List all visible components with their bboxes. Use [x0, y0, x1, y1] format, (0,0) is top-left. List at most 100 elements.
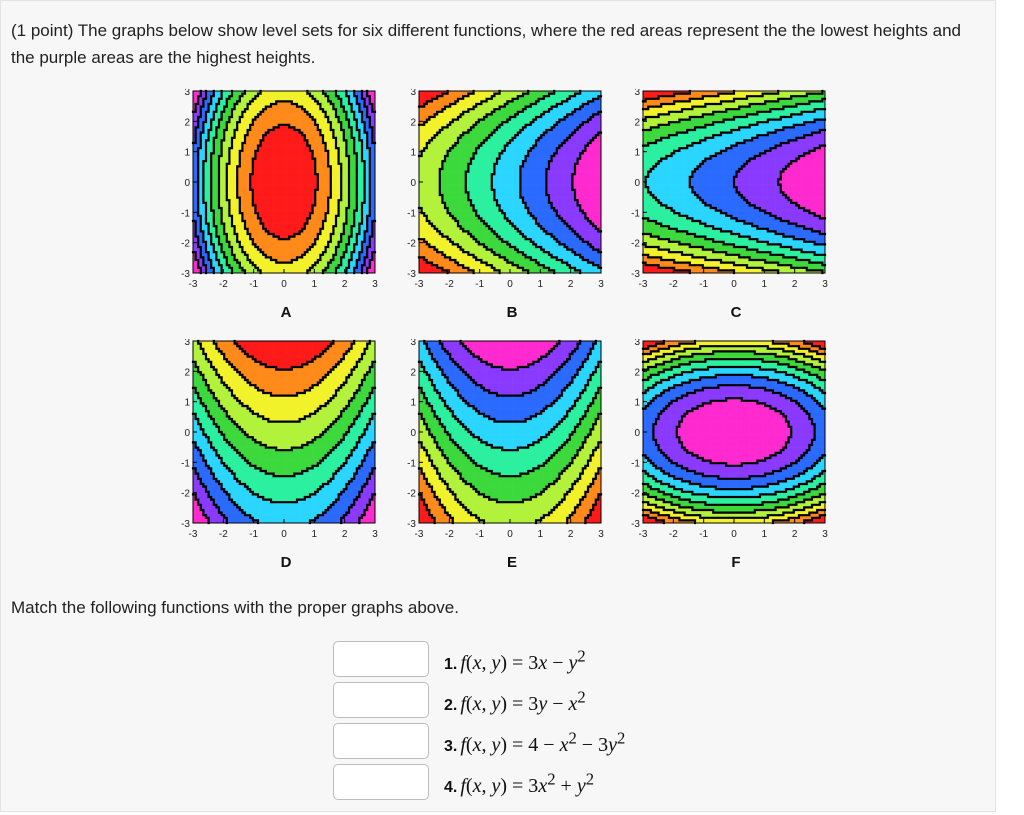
- contour-lines: [417, 339, 603, 525]
- x-tick-label: -2: [445, 529, 454, 540]
- x-tick-label: 0: [281, 279, 287, 290]
- plot-d: -3 -2 -1 0 1 2 3 3 2 1 0 -1 -2 -3: [171, 339, 397, 581]
- x-tick-label: 2: [568, 529, 574, 540]
- x-tick-label: -3: [189, 529, 198, 540]
- y-tick-label: -2: [631, 489, 640, 500]
- plot-d-label: D: [173, 554, 399, 571]
- x-tick-label: 3: [598, 279, 604, 290]
- plot-e-svg: -3 -2 -1 0 1 2 3 3 2 1 0 -1 -2 -3: [407, 339, 604, 540]
- y-tick-label: -2: [407, 239, 416, 250]
- plot-f: -3 -2 -1 0 1 2 3 3 2 1 0 -1 -2 -3: [621, 339, 847, 581]
- y-tick-label: 0: [634, 178, 640, 189]
- y-tick-label: -1: [407, 208, 416, 219]
- function-3-number: 3.: [444, 738, 457, 755]
- x-tick-label: 1: [762, 529, 768, 540]
- y-tick-label: 0: [634, 428, 640, 439]
- y-tick-label: -3: [181, 269, 190, 280]
- x-tick-label: -3: [639, 279, 648, 290]
- y-tick-label: -1: [631, 458, 640, 469]
- contour-lines: [641, 339, 827, 525]
- plot-a-label: A: [173, 304, 399, 321]
- y-tick-label: 1: [634, 398, 640, 409]
- x-tick-label: -2: [669, 529, 678, 540]
- contour-lines: [417, 89, 603, 275]
- function-2-expression: f(x, y) = 3y − x2: [460, 687, 585, 715]
- plot-f-svg: -3 -2 -1 0 1 2 3 3 2 1 0 -1 -2 -3: [631, 339, 828, 540]
- y-tick-label: 2: [410, 367, 416, 378]
- x-tick-label: 2: [342, 529, 348, 540]
- x-tick-label: -3: [415, 279, 424, 290]
- function-4-expression: f(x, y) = 3x2 + y2: [460, 769, 594, 797]
- x-tick-label: 3: [372, 529, 378, 540]
- plot-field: [419, 341, 602, 524]
- x-tick-label: 1: [312, 279, 318, 290]
- x-tick-label: -1: [249, 529, 258, 540]
- function-4-number: 4.: [444, 779, 457, 796]
- y-tick-label: 1: [184, 148, 190, 159]
- problem-intro: (1 point) The graphs below show level se…: [11, 17, 986, 71]
- x-tick-label: -1: [475, 279, 484, 290]
- x-tick-label: -3: [639, 529, 648, 540]
- plot-f-label: F: [623, 554, 849, 571]
- answer-input-2[interactable]: [333, 682, 429, 718]
- x-tick-label: 1: [762, 279, 768, 290]
- contour-lines: [191, 89, 377, 275]
- x-tick-label: -2: [219, 529, 228, 540]
- x-tick-label: -3: [189, 279, 198, 290]
- y-tick-label: -1: [181, 458, 190, 469]
- y-tick-label: 2: [634, 117, 640, 128]
- y-tick-label: -3: [407, 269, 416, 280]
- y-tick-label: 3: [634, 89, 640, 98]
- plot-field: [643, 341, 826, 524]
- x-tick-label: -1: [699, 529, 708, 540]
- x-tick-label: 0: [281, 529, 287, 540]
- function-2: 2. f(x, y) = 3y − x2: [444, 687, 586, 716]
- y-tick-label: 0: [410, 428, 416, 439]
- x-tick-label: -2: [669, 279, 678, 290]
- x-tick-label: -1: [249, 279, 258, 290]
- y-tick-label: 2: [634, 367, 640, 378]
- x-tick-label: 3: [822, 279, 828, 290]
- y-tick-label: -3: [181, 519, 190, 530]
- x-tick-label: -2: [445, 279, 454, 290]
- match-instruction: Match the following functions with the p…: [11, 598, 459, 618]
- y-tick-label: -2: [631, 239, 640, 250]
- y-tick-label: -1: [407, 458, 416, 469]
- y-tick-label: -1: [631, 208, 640, 219]
- x-tick-label: 1: [312, 529, 318, 540]
- y-tick-label: 0: [184, 178, 190, 189]
- plot-a: -3 -2 -1 0 1 2 3 3 2 1 0 -1 -2 -3: [171, 89, 397, 331]
- y-tick-label: 1: [410, 398, 416, 409]
- plot-c-svg: -3 -2 -1 0 1 2 3 3 2 1 0 -1 -2 -3: [631, 89, 828, 290]
- function-1-number: 1.: [444, 656, 457, 673]
- contour-lines: [641, 89, 827, 275]
- plot-d-svg: -3 -2 -1 0 1 2 3 3 2 1 0 -1 -2 -3: [181, 339, 378, 540]
- y-tick-label: 1: [410, 148, 416, 159]
- x-tick-label: 1: [538, 279, 544, 290]
- x-tick-label: 3: [822, 529, 828, 540]
- plot-field: [419, 91, 602, 274]
- x-tick-label: -3: [415, 529, 424, 540]
- y-tick-label: -2: [407, 489, 416, 500]
- x-tick-label: -1: [699, 279, 708, 290]
- plot-b-label: B: [399, 304, 625, 321]
- answer-input-1[interactable]: [333, 641, 429, 677]
- plot-c-label: C: [623, 304, 849, 321]
- plot-a-svg: -3 -2 -1 0 1 2 3 3 2 1 0 -1 -2 -3: [181, 89, 378, 290]
- y-tick-label: 3: [184, 339, 190, 348]
- y-tick-label: 1: [184, 398, 190, 409]
- y-tick-label: 3: [410, 89, 416, 98]
- answer-input-4[interactable]: [333, 764, 429, 800]
- answer-input-3[interactable]: [333, 723, 429, 759]
- y-tick-label: 2: [410, 117, 416, 128]
- y-tick-label: -3: [631, 269, 640, 280]
- y-tick-label: 2: [184, 367, 190, 378]
- y-tick-label: -2: [181, 489, 190, 500]
- plot-field: [193, 341, 376, 524]
- x-tick-label: 0: [731, 279, 737, 290]
- function-1-expression: f(x, y) = 3x − y2: [460, 646, 585, 674]
- plot-field: [193, 91, 376, 274]
- x-tick-label: 2: [342, 279, 348, 290]
- x-tick-label: 0: [731, 529, 737, 540]
- y-tick-label: -2: [181, 239, 190, 250]
